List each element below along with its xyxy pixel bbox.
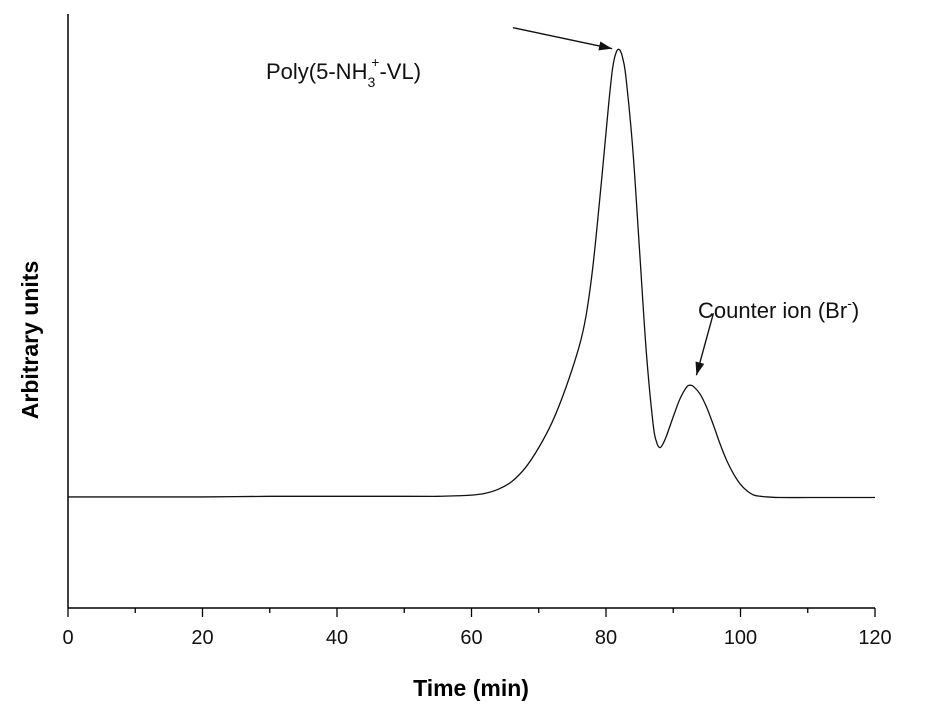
- peak-annotation-counter-ion-arrow: [695, 313, 715, 376]
- x-tick-label: 60: [460, 627, 482, 649]
- peak-annotation-counter-ion-sup: -: [847, 295, 852, 311]
- x-tick-label: 100: [724, 627, 757, 649]
- y-axis-title: Arbitrary units: [17, 261, 43, 419]
- x-tick-label: 120: [858, 627, 891, 649]
- arrow-head: [695, 361, 705, 376]
- arrow-shaft: [512, 26, 613, 50]
- x-axis-ticks: [67, 608, 876, 617]
- peak-annotation-polymer-sup: +: [371, 54, 379, 70]
- peak-annotation-polymer-arrow: [512, 26, 613, 51]
- peak-annotation-polymer: Poly(5-NH3 +-VL): [266, 54, 421, 90]
- peak-annotation-counter-ion-main: Counter ion (Br: [698, 298, 847, 323]
- arrow-head: [598, 41, 613, 51]
- peak-annotation-polymer-main: Poly(5-NH: [266, 59, 367, 84]
- x-tick-label: 80: [595, 627, 617, 649]
- peak-annotation-counter-ion: Counter ion (Br-): [698, 295, 859, 323]
- peak-annotation-polymer-sub: 3: [367, 74, 375, 90]
- peak-annotation-polymer-end: -VL): [379, 59, 421, 84]
- x-axis-tick-labels: 0 20 40 60 80 100 120: [62, 627, 891, 649]
- x-tick-label: 0: [62, 627, 73, 649]
- x-tick-label: 20: [191, 627, 213, 649]
- series-line: [68, 48, 876, 499]
- peak-annotation-counter-ion-end: ): [852, 298, 859, 323]
- x-axis-title: Time (min): [413, 675, 529, 701]
- x-tick-label: 40: [326, 627, 348, 649]
